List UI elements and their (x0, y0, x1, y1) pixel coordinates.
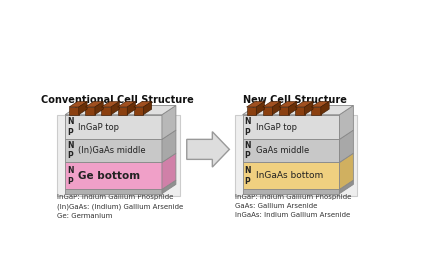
Polygon shape (311, 102, 329, 107)
FancyBboxPatch shape (57, 115, 180, 196)
Polygon shape (162, 105, 176, 139)
Bar (65, 115, 162, 139)
Bar (65, 163, 162, 189)
Bar (295, 107, 304, 115)
Polygon shape (162, 153, 176, 189)
Bar (117, 107, 127, 115)
Polygon shape (289, 102, 297, 115)
Polygon shape (127, 102, 136, 115)
Text: P: P (245, 128, 250, 137)
Bar (65, 189, 162, 194)
Polygon shape (339, 130, 353, 163)
Bar (242, 189, 339, 194)
Polygon shape (111, 102, 119, 115)
Polygon shape (339, 105, 353, 139)
Bar (242, 139, 339, 163)
Text: InGaP top: InGaP top (256, 123, 297, 132)
Text: (In)GaAs middle: (In)GaAs middle (78, 146, 146, 155)
Polygon shape (85, 102, 103, 107)
Bar (134, 107, 143, 115)
Polygon shape (134, 102, 152, 107)
Text: P: P (245, 151, 250, 160)
Polygon shape (304, 102, 313, 115)
Polygon shape (256, 102, 264, 115)
Polygon shape (95, 102, 103, 115)
Bar (311, 107, 321, 115)
Bar (85, 107, 95, 115)
Polygon shape (162, 180, 176, 194)
Text: InGaP: Indium Gallium Phosphide
GaAs: Gallium Arsenide
InGaAs: Indium Gallium Ar: InGaP: Indium Gallium Phosphide GaAs: Ga… (235, 194, 351, 218)
Text: Ge bottom: Ge bottom (78, 171, 140, 181)
Polygon shape (187, 132, 229, 167)
Bar (242, 115, 339, 139)
Bar (101, 107, 111, 115)
Text: P: P (67, 128, 73, 137)
Polygon shape (69, 102, 87, 107)
Polygon shape (339, 180, 353, 194)
Bar (246, 107, 256, 115)
Polygon shape (263, 102, 281, 107)
Text: P: P (245, 177, 250, 186)
Polygon shape (79, 102, 87, 115)
Text: N: N (245, 141, 251, 150)
Polygon shape (272, 102, 281, 115)
Text: InGaP: Indium Gallium Phosphide
(In)GaAs: (Indium) Gallium Arsenide
Ge: Germaniu: InGaP: Indium Gallium Phosphide (In)GaAs… (57, 194, 183, 219)
Bar (279, 107, 289, 115)
Polygon shape (246, 102, 264, 107)
Polygon shape (321, 102, 329, 115)
Polygon shape (143, 102, 152, 115)
Text: InGaAs bottom: InGaAs bottom (256, 171, 323, 180)
Bar (242, 163, 339, 189)
Polygon shape (162, 130, 176, 163)
Bar (263, 107, 272, 115)
Text: New Cell Structure: New Cell Structure (243, 95, 347, 105)
Text: GaAs middle: GaAs middle (256, 146, 309, 155)
Text: Conventional Cell Structure: Conventional Cell Structure (41, 95, 194, 105)
Polygon shape (101, 102, 119, 107)
Polygon shape (117, 102, 136, 107)
Bar (65, 139, 162, 163)
Text: N: N (67, 165, 73, 175)
Text: N: N (67, 117, 73, 126)
Text: N: N (245, 165, 251, 175)
Polygon shape (279, 102, 297, 107)
Text: P: P (67, 151, 73, 160)
Bar (69, 107, 79, 115)
Polygon shape (65, 105, 176, 115)
Text: N: N (67, 141, 73, 150)
Polygon shape (242, 105, 353, 115)
Text: InGaP top: InGaP top (78, 123, 119, 132)
FancyBboxPatch shape (235, 115, 357, 196)
Text: P: P (67, 177, 73, 186)
Polygon shape (339, 153, 353, 189)
Polygon shape (295, 102, 313, 107)
Text: N: N (245, 117, 251, 126)
